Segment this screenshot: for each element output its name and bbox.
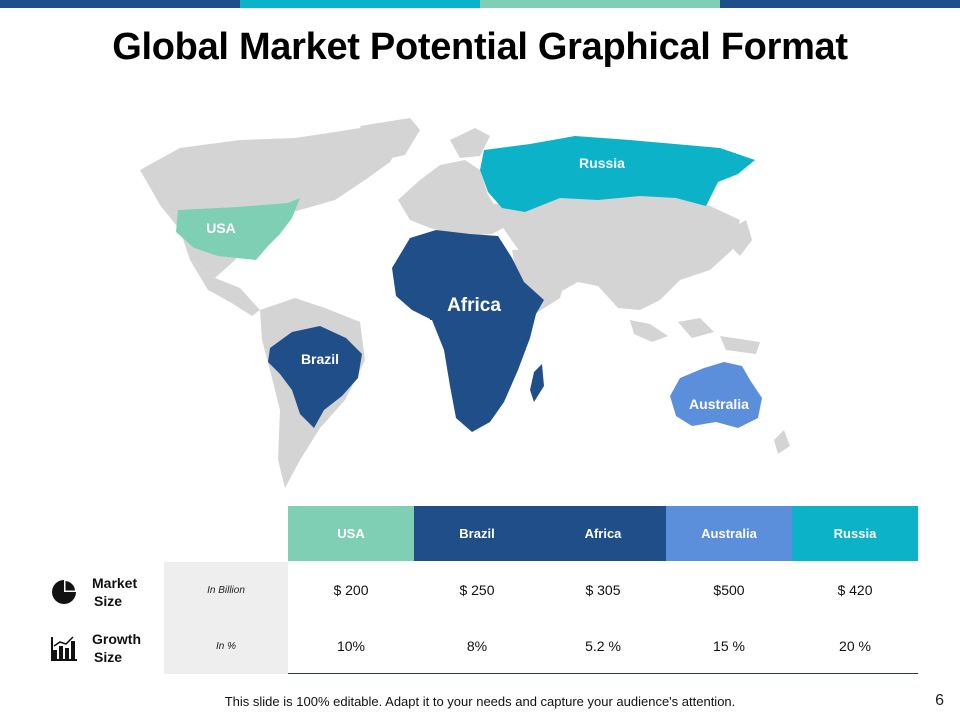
table-bottom-rule [288,673,918,674]
value-russia: 20 % [839,638,871,654]
table-row-growth-size: Growth Size In % 10% 8% 5.2 % 15 % 20 % [40,618,920,674]
map-label-australia: Australia [689,396,749,412]
value-usa: $ 200 [333,582,369,598]
table-header-row: USA Brazil Africa Australia Russia [288,506,918,561]
map-label-russia: Russia [579,155,625,171]
value-australia: 15 % [713,638,745,654]
australia-region [670,362,762,428]
russia-region [480,136,755,212]
top-color-bar [0,0,960,8]
top-bar-segment [480,0,720,8]
value-australia: $500 [713,582,745,598]
header-brazil: Brazil [414,506,540,561]
pie-chart-icon [52,579,77,604]
row-label-line1: Market [92,575,138,591]
row-label-market-size: Market Size [92,574,137,610]
value-brazil: $ 250 [459,582,495,598]
value-brazil: 8% [466,638,488,654]
value-russia: $ 420 [837,582,873,598]
slide-title: Global Market Potential Graphical Format [112,26,848,68]
map-label-usa: USA [206,220,236,236]
map-label-brazil: Brazil [301,351,339,367]
value-africa: $ 305 [585,582,621,598]
slide-footer: This slide is 100% editable. Adapt it to… [224,694,736,709]
africa-region [392,230,544,432]
header-africa: Africa [540,506,666,561]
table-row-market-size: Market Size In Billion $ 200 $ 250 $ 305… [40,562,920,618]
top-bar-segment [240,0,480,8]
row-label-growth-size: Growth Size [92,630,141,666]
map-label-africa: Africa [447,295,501,316]
value-usa: 10% [336,638,366,654]
top-bar-segment [720,0,960,8]
page-number: 6 [935,692,944,709]
value-africa: 5.2 % [585,638,621,654]
world-map: USA Russia Brazil Australia Africa [140,118,790,488]
bar-chart-icon [51,636,77,661]
top-bar-segment [0,0,240,8]
row-values: $ 200 $ 250 $ 305 $500 $ 420 [288,562,918,618]
africa-label-bg [430,286,518,320]
brazil-region [268,326,362,428]
row-label-line1: Growth [92,631,141,647]
header-australia: Australia [666,506,792,561]
row-unit: In % [164,618,288,674]
row-unit: In Billion [164,562,288,618]
row-label-line2: Size [94,649,123,665]
header-usa: USA [288,506,414,561]
row-label-line2: Size [94,593,123,609]
usa-region [176,198,300,260]
header-russia: Russia [792,506,918,561]
row-values: 10% 8% 5.2 % 15 % 20 % [288,618,918,674]
madagascar-region [530,364,544,402]
